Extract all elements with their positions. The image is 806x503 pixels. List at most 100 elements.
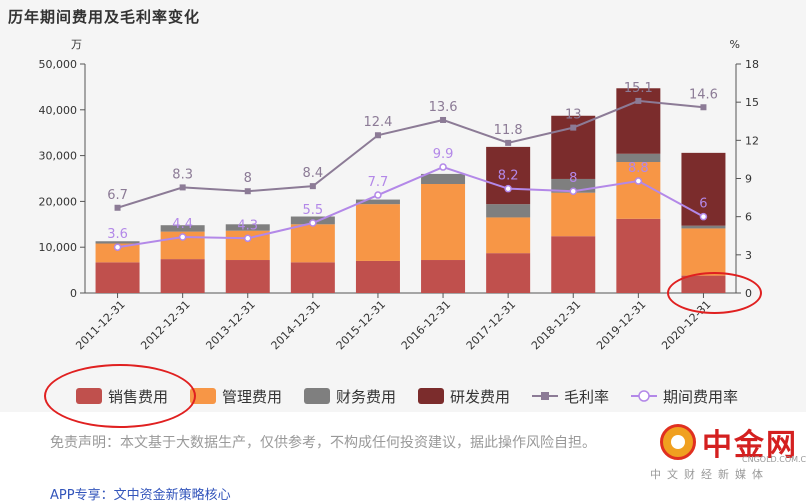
left-axis-tick-label: 40,000 — [39, 104, 78, 117]
x-axis-tick-label: 2011-12-31 — [73, 298, 127, 352]
gross-margin-point — [440, 116, 447, 123]
x-axis-tick-label: 2012-12-31 — [138, 298, 192, 352]
x-axis-tick-label: 2017-12-31 — [464, 298, 518, 352]
expense-ratio-data-label: 8.8 — [628, 161, 649, 176]
legend-label: 管理费用 — [222, 388, 282, 406]
right-axis-tick-label: 9 — [745, 173, 752, 186]
expense-ratio-point — [309, 219, 317, 227]
expense-ratio-point — [374, 191, 382, 199]
legend-label: 研发费用 — [450, 388, 510, 406]
gross-margin-data-label: 13.6 — [429, 100, 458, 115]
gross-margin-point — [700, 104, 707, 111]
chart-panel: 历年期间费用及毛利率变化 万% 0 10,000 20,000 30,000 40,000… — [8, 8, 760, 406]
logo-subtitle: 中文财经新媒体 — [650, 468, 769, 481]
gross-margin-data-label: 13 — [565, 108, 582, 123]
expense-ratio-data-label: 5.5 — [303, 203, 324, 218]
right-axis-tick-label: 3 — [745, 249, 752, 262]
x-axis-tick-label: 2014-12-31 — [269, 298, 323, 352]
bar-segment — [616, 162, 661, 219]
expense-ratio-point — [699, 212, 708, 221]
expense-ratio-point — [244, 234, 252, 243]
legend-swatch — [304, 388, 330, 404]
bar-segment — [160, 225, 205, 232]
gross-margin-point — [374, 132, 381, 139]
bar-segment — [160, 259, 205, 293]
left-axis-tick-label: 30,000 — [39, 150, 78, 163]
logo-mark-icon — [660, 424, 696, 460]
bar-segment — [355, 199, 400, 205]
expense-ratio-point — [504, 184, 512, 193]
right-axis-tick-label: 12 — [745, 134, 759, 147]
app-link[interactable]: APP专享：文中资金新策略核心 — [50, 488, 231, 503]
right-axis-tick-label: 6 — [745, 211, 752, 224]
right-axis-tick-label: 15 — [745, 96, 759, 109]
legend-label: 毛利率 — [564, 388, 609, 406]
gross-margin-data-label: 8 — [244, 171, 252, 186]
logo-name: 中金网 — [702, 428, 798, 463]
left-axis-tick-label: 0 — [70, 287, 77, 300]
gross-margin-point — [114, 204, 121, 211]
expense-ratio-data-label: 9.9 — [433, 147, 454, 162]
bar-segment — [290, 224, 335, 263]
right-axis-unit: % — [730, 38, 740, 51]
legend-swatch — [418, 388, 444, 404]
bar-segment — [225, 260, 270, 293]
bar-segment — [95, 262, 140, 293]
expense-ratio-data-label: 8.2 — [498, 169, 519, 184]
chart-title: 历年期间费用及毛利率变化 — [8, 8, 201, 26]
expense-ratio-point — [569, 187, 577, 195]
expense-ratio-line — [117, 165, 704, 249]
expense-ratio-point — [439, 163, 447, 171]
bar-segment — [681, 225, 726, 229]
expense-ratio-point — [634, 177, 643, 185]
left-axis-tick-label: 10,000 — [39, 241, 78, 254]
legend-label: 期间费用率 — [663, 388, 738, 406]
expense-margin-chart: 万 %010,00020,00030,00040,00050,0000369121… — [39, 38, 760, 406]
legend-label: 财务费用 — [336, 388, 396, 406]
left-axis-unit: 万 — [71, 38, 82, 51]
x-axis-tick-label: 2013-12-31 — [203, 298, 257, 352]
gross-margin-point — [570, 124, 577, 131]
bar-segment — [486, 146, 531, 205]
gross-margin-point — [309, 183, 316, 190]
expense-ratio-data-label: 6 — [699, 197, 707, 212]
expense-ratio-data-label: 7.7 — [368, 175, 389, 190]
bar-segment — [486, 217, 531, 254]
bar-segment — [95, 241, 140, 244]
gross-margin-data-label: 8.4 — [303, 166, 324, 181]
bar-segment — [551, 236, 596, 293]
bar-segment — [355, 260, 400, 293]
left-axis-tick-label: 50,000 — [39, 58, 78, 71]
gross-margin-data-label: 15.1 — [624, 81, 653, 96]
gross-margin-data-label: 14.6 — [689, 87, 718, 102]
bar-segment — [355, 204, 400, 261]
cngold-logo: 中金网 CNGOLD.COM.CN 中文财经新媒体 — [650, 418, 806, 486]
gross-margin-data-label: 8.3 — [172, 167, 193, 182]
expense-ratio-point — [113, 243, 122, 251]
x-axis-tick-label: 2015-12-31 — [334, 298, 388, 352]
bar-segment — [95, 243, 140, 263]
bar-segment — [551, 192, 596, 237]
bar-segment — [616, 153, 661, 163]
expense-ratio-data-label: 3.6 — [107, 227, 128, 242]
gross-margin-point — [244, 188, 251, 195]
gross-margin-data-label: 11.8 — [494, 123, 523, 138]
bar-segment — [290, 262, 335, 293]
expense-ratio-data-label: 4.3 — [237, 218, 258, 233]
expense-ratio-data-label: 8 — [569, 171, 577, 186]
x-axis-tick-label: 2016-12-31 — [399, 298, 453, 352]
legend-marker — [638, 390, 650, 402]
logo-domain: CNGOLD.COM.CN — [742, 455, 806, 464]
gross-margin-data-label: 6.7 — [107, 188, 128, 203]
bar-segment — [486, 253, 531, 293]
gross-margin-line — [117, 99, 704, 209]
disclaimer-text: 免责声明：本文基于大数据生产，仅供参考，不构成任何投资建议，据此操作风险自担。 — [50, 435, 596, 451]
annotation-circle-legend — [44, 364, 196, 428]
bar-segment — [421, 260, 466, 293]
left-axis-tick-label: 20,000 — [39, 195, 78, 208]
gross-margin-point — [635, 97, 642, 104]
x-axis-tick-label: 2018-12-31 — [529, 298, 583, 352]
legend-marker — [541, 392, 549, 400]
gross-margin-data-label: 12.4 — [363, 115, 392, 130]
bar-segment — [421, 173, 466, 184]
